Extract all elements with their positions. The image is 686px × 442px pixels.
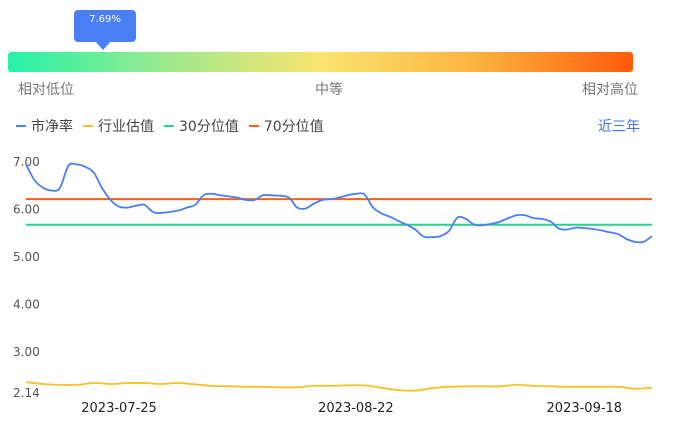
percentile-tooltip: 7.69% — [74, 10, 136, 42]
legend-item-p30[interactable]: 30分位值 — [164, 116, 239, 136]
y-tick-label-0: 7.00 — [13, 155, 40, 169]
legend-label-p70: 70分位值 — [263, 119, 324, 135]
legend-item-industry[interactable]: 行业估值 — [83, 116, 154, 136]
chart-legend: 市净率 行业估值 30分位值 70分位值 — [16, 116, 334, 136]
y-tick-label-5: 2.14 — [13, 386, 40, 400]
percentile-tooltip-pointer — [95, 41, 111, 50]
x-axis-ticks: 2023-07-25 2023-08-22 2023-09-18 — [81, 401, 622, 416]
y-tick-label-2: 5.00 — [13, 250, 40, 264]
scale-label-low: 相对低位 — [18, 82, 74, 98]
legend-swatch-pb — [16, 125, 26, 127]
series-line-pb — [25, 162, 653, 244]
scale-label-mid: 中等 — [315, 82, 343, 98]
percentile-tooltip-label: 7.69% — [89, 14, 121, 25]
x-tick-label-1: 2023-08-22 — [318, 401, 394, 416]
legend-swatch-p30 — [164, 125, 174, 127]
series-line-industry — [25, 381, 653, 392]
percentile-gradient-bar — [8, 52, 633, 72]
y-axis-ticks: 7.00 6.00 5.00 4.00 3.00 2.14 — [13, 155, 40, 400]
x-tick-label-0: 2023-07-25 — [81, 401, 157, 416]
y-tick-label-3: 4.00 — [13, 298, 40, 312]
legend-item-pb[interactable]: 市净率 — [16, 116, 73, 136]
legend-label-pb: 市净率 — [31, 119, 73, 135]
legend-label-industry: 行业估值 — [98, 119, 154, 135]
period-selector[interactable]: 近三年 — [598, 119, 640, 135]
y-tick-label-4: 3.00 — [13, 345, 40, 359]
legend-label-p30: 30分位值 — [179, 119, 239, 135]
legend-item-p70[interactable]: 70分位值 — [248, 116, 324, 136]
y-tick-label-1: 6.00 — [13, 203, 40, 217]
legend-swatch-industry — [83, 125, 93, 127]
scale-label-high: 相对高位 — [582, 82, 638, 98]
legend-swatch-p70 — [248, 125, 259, 127]
x-tick-label-2: 2023-09-18 — [547, 401, 623, 416]
series-lines — [25, 162, 653, 392]
